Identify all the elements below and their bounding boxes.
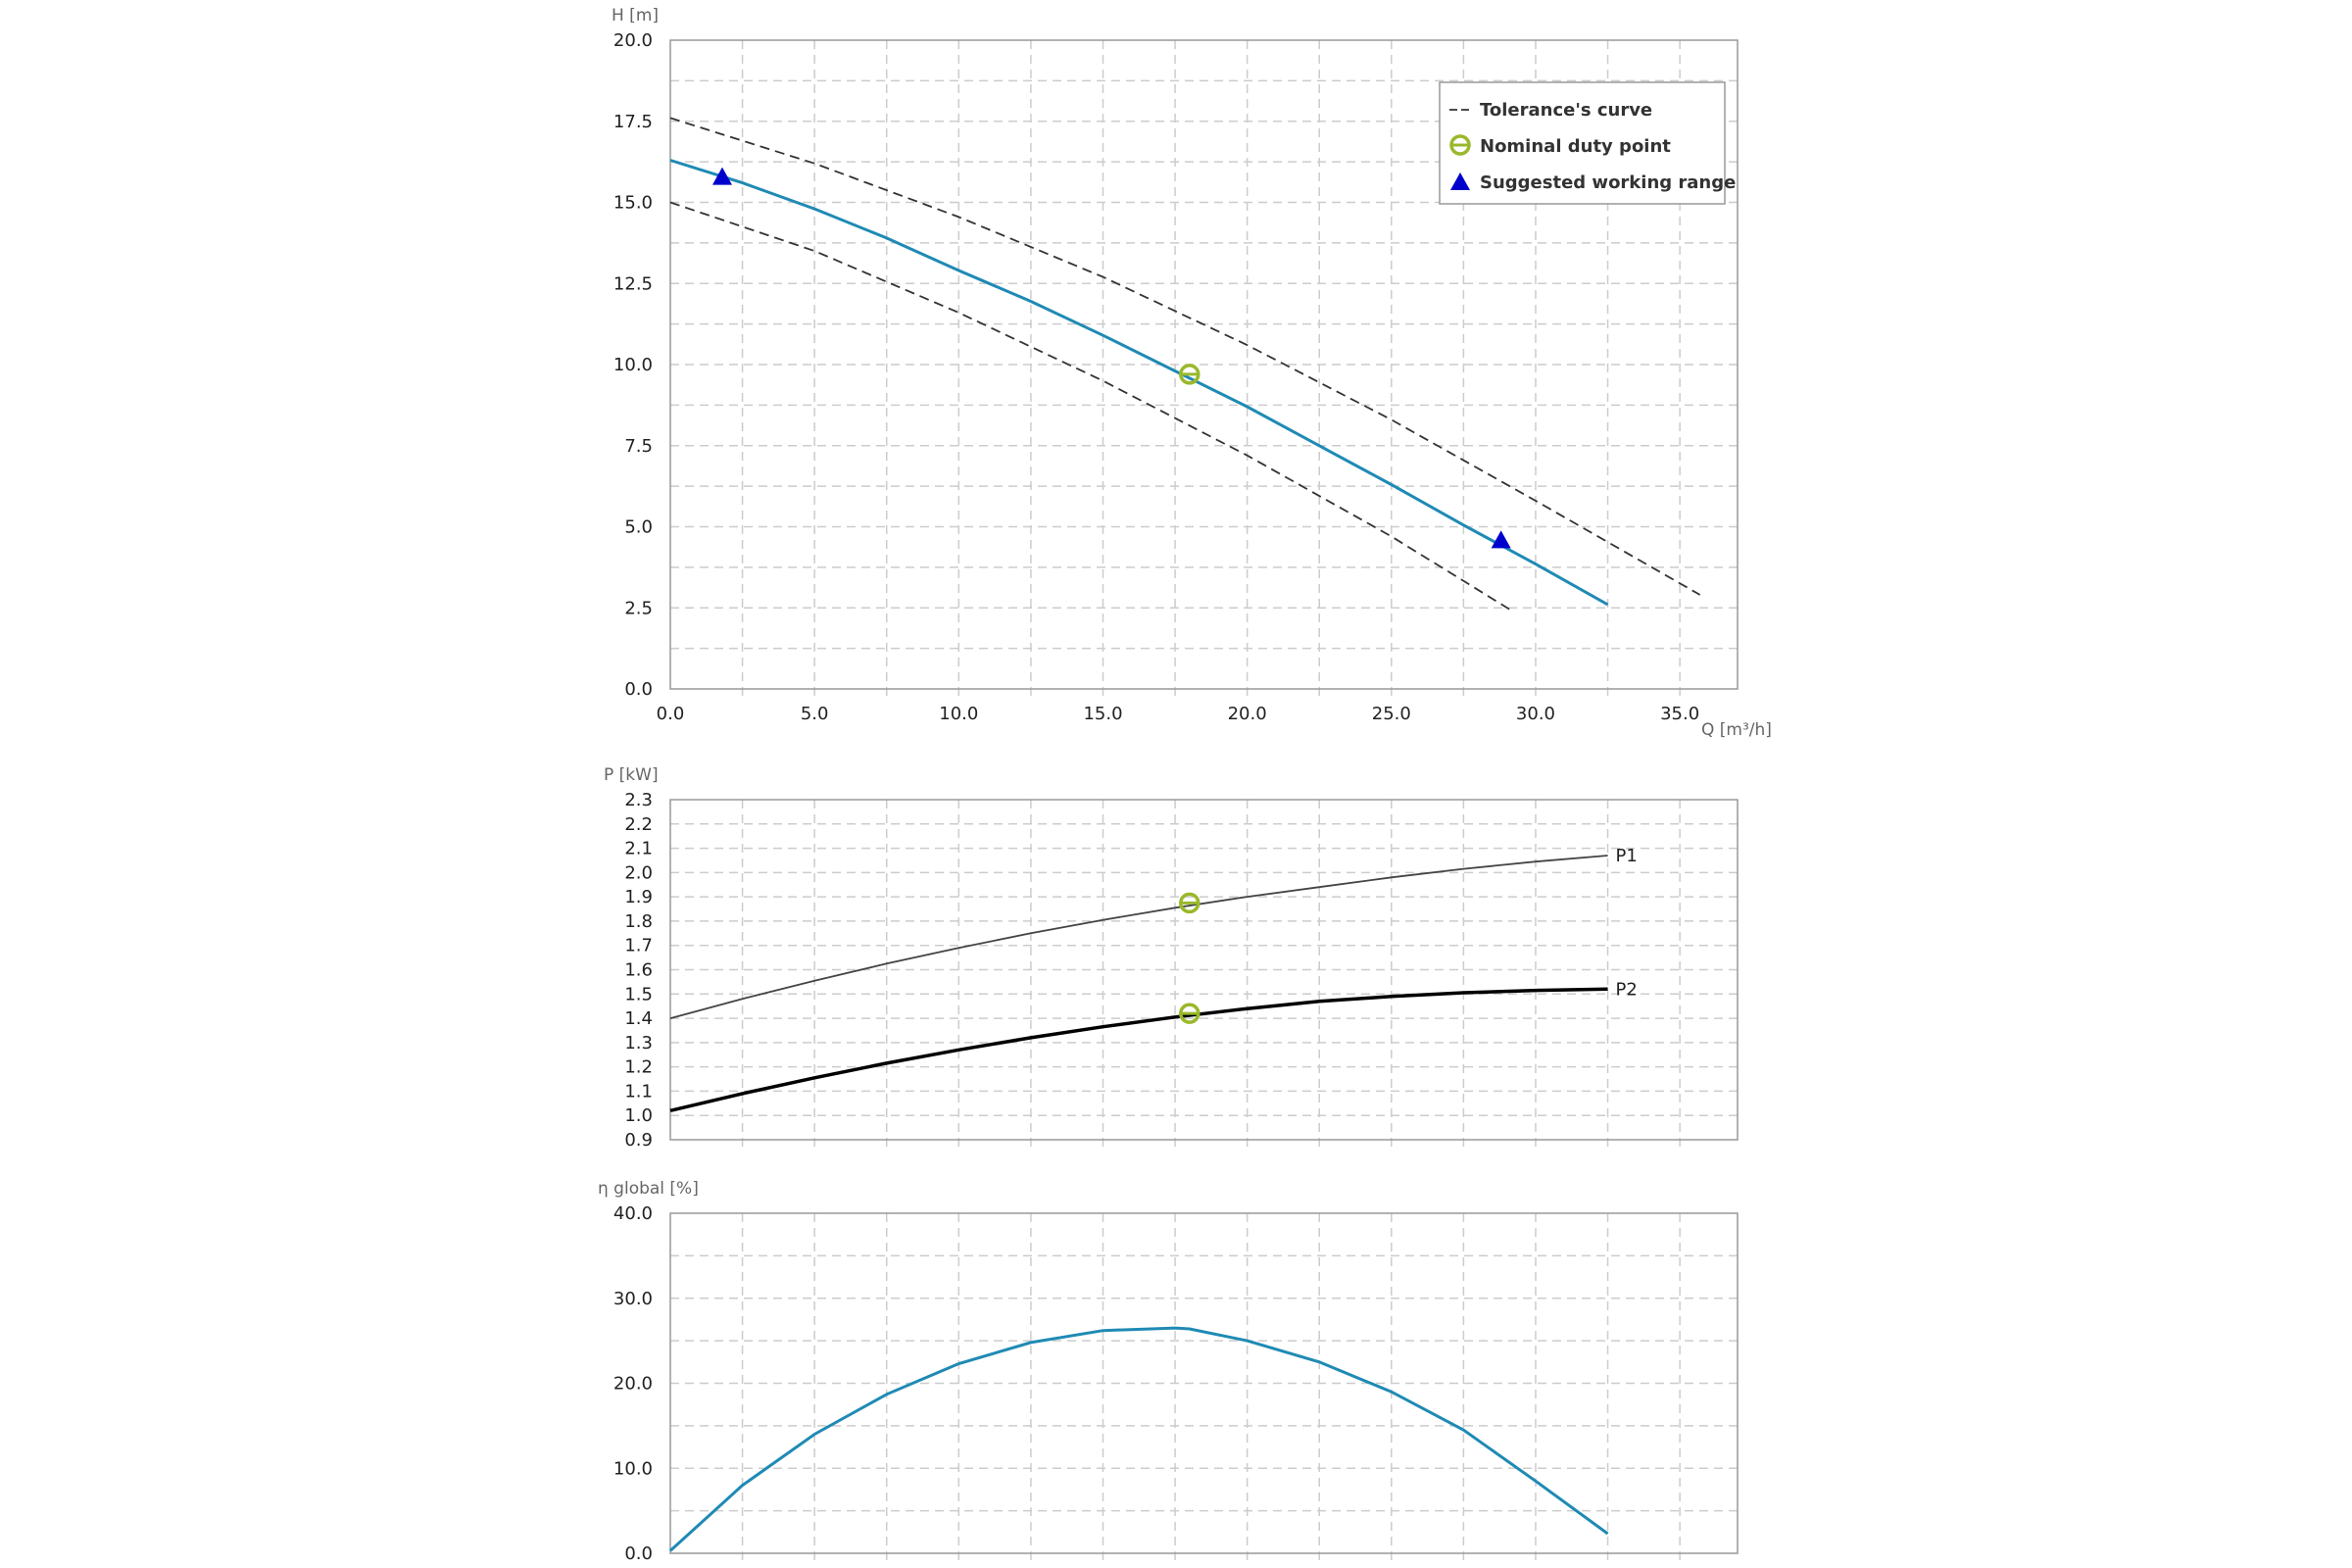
x-axis-label: Q [m³/h] [1701,720,1772,740]
p2-label: P2 [1616,979,1638,1000]
y-axis-label: P [kW] [604,765,659,785]
y-tick-label: 1.7 [624,936,653,956]
head-curve [669,159,1609,607]
legend-duty-point-label: Nominal duty point [1480,136,1671,157]
y-tick-label: 1.2 [624,1057,653,1078]
p2-curve [669,987,1608,1113]
x-tick-label: 15.0 [1083,704,1122,724]
y-axis-label: η global [%] [598,1179,699,1199]
y-tick-label: 2.0 [624,862,653,883]
working-range-marker [1491,530,1511,549]
x-tick-label: 10.0 [939,704,978,724]
duty-point-circle [1179,364,1200,385]
legend: Tolerance's curve Nominal duty point Sugge… [1439,81,1736,205]
x-tick-label: 35.0 [1660,704,1699,724]
chart-efficiency: 0.0 10.0 20.0 30.0 40.0 η global [%] [598,1179,1739,1564]
x-tick-label: 20.0 [1228,704,1267,724]
p1-label: P1 [1616,846,1638,866]
y-tick-label: 1.1 [624,1081,653,1102]
plot-frame [669,1212,1739,1554]
y-tick-label: 2.2 [624,814,653,835]
plot-frame [669,39,1739,690]
duty-point-circle [1179,1003,1200,1024]
y-tick-label: 1.8 [624,911,653,932]
efficiency-curve [668,1326,1609,1552]
y-tick-label: 1.0 [624,1105,653,1126]
y-tick-label: 15.0 [613,193,653,214]
x-tick-label: 25.0 [1372,704,1411,724]
y-tick-label: 20.0 [613,30,653,51]
legend-working-range-label: Suggested working range [1480,172,1736,193]
nominal-duty-point [1179,892,1200,914]
y-tick-label: 0.0 [624,1544,653,1564]
chart-power: 0.9 1.0 1.1 1.2 1.3 1.4 1.5 1.6 1.7 1.8 1.9 2.0 2.1 2… [604,765,1739,1151]
y-tick-label: 5.0 [624,517,653,538]
y-tick-label: 2.5 [624,598,653,618]
y-tick-label: 20.0 [613,1374,653,1395]
y-tick-label: 7.5 [624,436,653,457]
y-tick-label: 1.9 [624,887,653,907]
y-tick-label: 2.3 [624,790,653,810]
y-tick-label: 10.0 [613,1458,653,1479]
chart-head: 0.0 2.5 5.0 7.5 10.0 12.5 15.0 17.5 20.0 0.0 5.0 10… [612,6,1772,740]
p1-curve [669,855,1608,1019]
tolerance-curve-lower [669,201,1513,612]
y-axis-label: H [m] [612,6,659,25]
y-tick-label: 2.1 [624,839,653,859]
legend-tolerance-label: Tolerance's curve [1480,100,1652,121]
y-tick-label: 0.0 [624,679,653,700]
y-tick-label: 1.3 [624,1033,653,1054]
y-tick-label: 30.0 [613,1289,653,1309]
nominal-duty-point [1449,134,1471,156]
nominal-duty-point [1179,1003,1200,1024]
nominal-duty-point [1179,364,1200,385]
y-tick-label: 17.5 [613,112,653,132]
working-range-marker [711,167,732,185]
x-tick-label: 0.0 [657,704,685,724]
duty-point-circle [1449,134,1471,156]
x-tick-label: 5.0 [801,704,829,724]
y-tick-label: 12.5 [613,273,653,294]
y-tick-label: 10.0 [613,355,653,375]
y-tick-label: 1.4 [624,1008,653,1029]
duty-point-circle [1179,892,1200,914]
plot-frame [669,799,1739,1141]
y-tick-label: 1.5 [624,984,653,1004]
tolerance-curve-upper [669,117,1701,596]
legend-box [1439,81,1726,205]
y-tick-label: 40.0 [613,1203,653,1224]
x-tick-label: 30.0 [1516,704,1555,724]
y-tick-label: 0.9 [624,1130,653,1151]
working-range-marker [1450,172,1470,190]
y-tick-label: 1.6 [624,960,653,981]
